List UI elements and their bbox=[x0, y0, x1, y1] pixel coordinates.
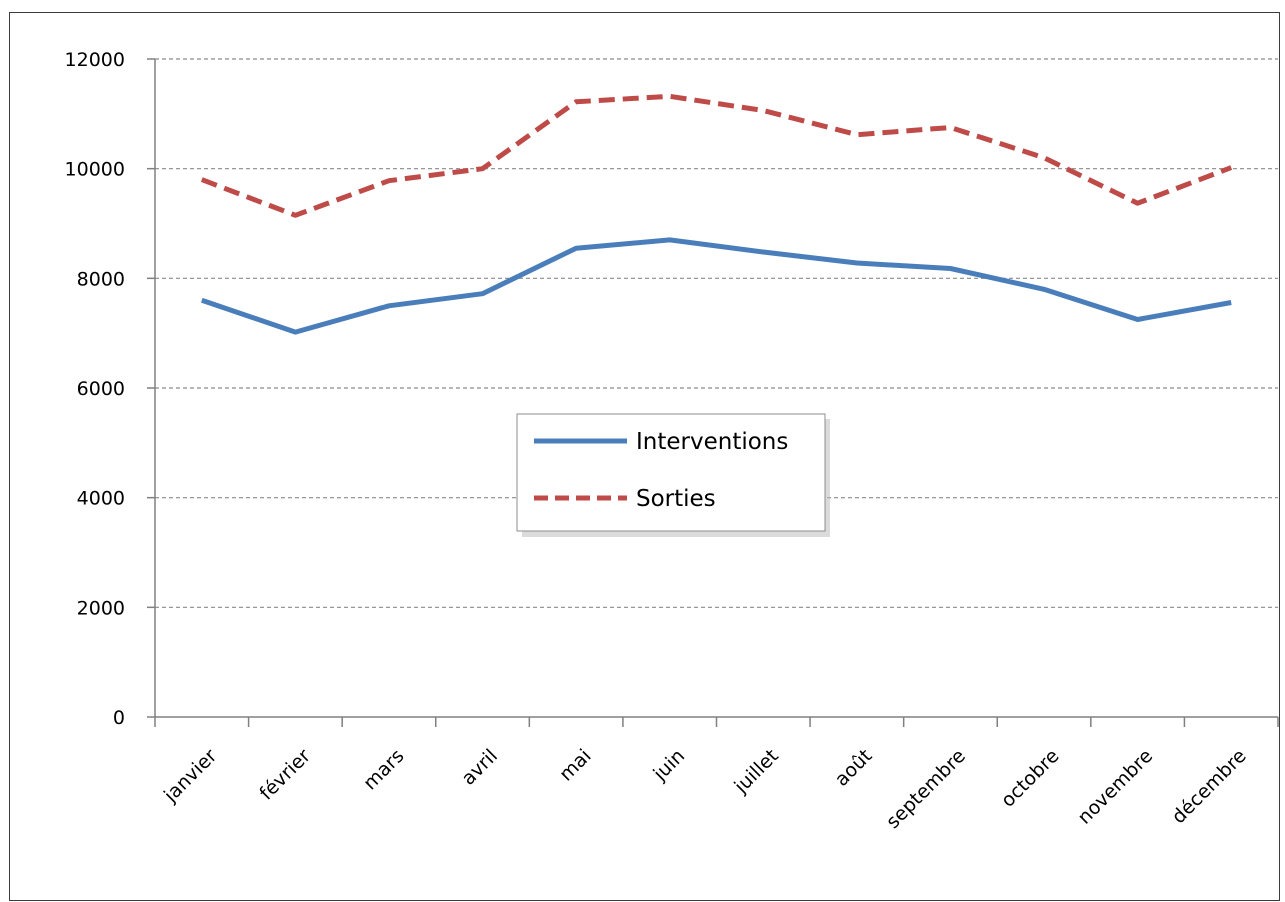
y-tick-label: 10000 bbox=[65, 159, 125, 181]
y-tick-label: 6000 bbox=[77, 378, 125, 400]
y-tick-label: 8000 bbox=[77, 268, 125, 290]
legend-label-interventions: Interventions bbox=[636, 429, 788, 455]
y-tick-label: 12000 bbox=[65, 49, 125, 71]
y-tick-label: 0 bbox=[113, 707, 125, 729]
legend-box bbox=[516, 413, 826, 532]
series-line-interventions bbox=[200, 237, 1232, 335]
axes bbox=[147, 58, 1279, 727]
y-tick-label: 2000 bbox=[77, 597, 125, 619]
series-lines bbox=[200, 93, 1233, 335]
legend-label-sorties: Sorties bbox=[636, 486, 716, 512]
series-line-sorties bbox=[200, 93, 1233, 218]
y-tick-label: 4000 bbox=[77, 488, 125, 510]
y-axis-ticks: 0 2000 4000 6000 8000 10000 12000 bbox=[65, 49, 125, 729]
legend: Interventions Sorties bbox=[516, 413, 830, 537]
